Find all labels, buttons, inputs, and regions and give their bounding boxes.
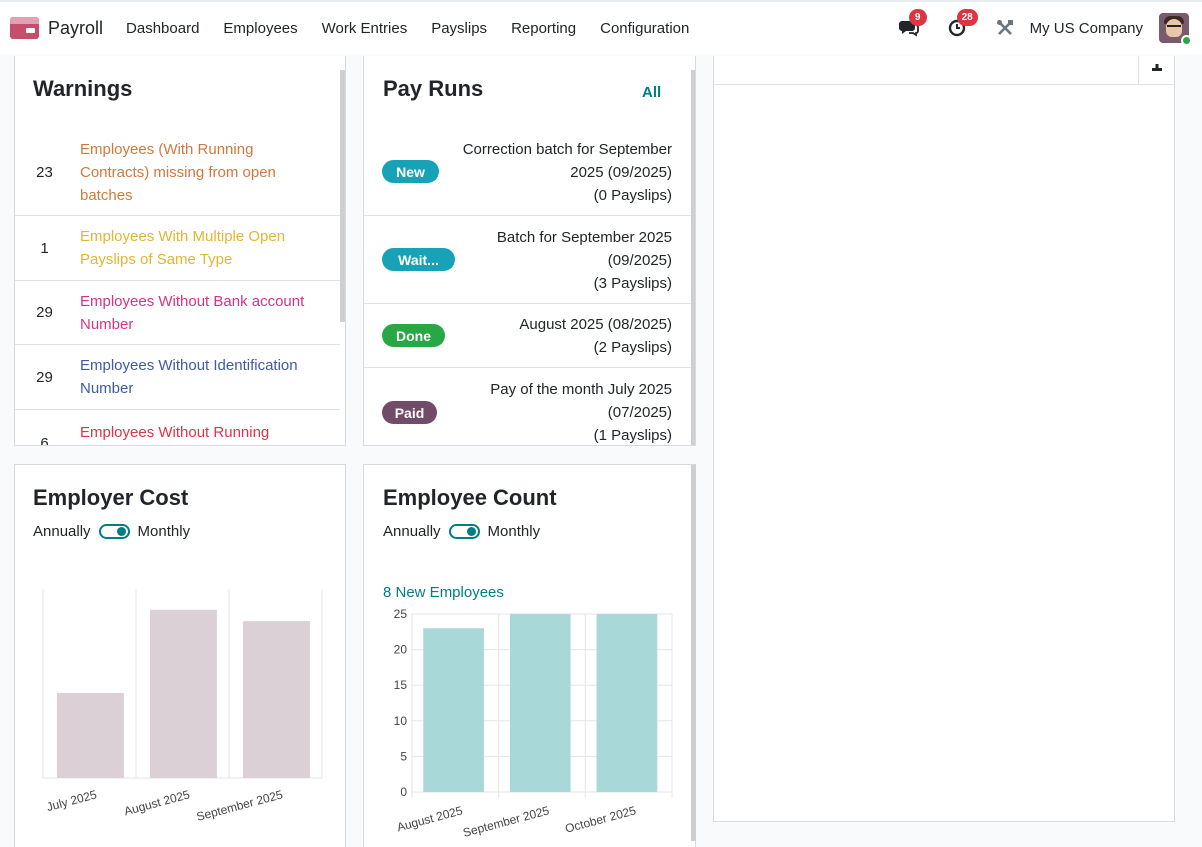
debug-tools[interactable] — [992, 15, 1018, 41]
y-tick-label: 0 — [400, 785, 407, 799]
pay-run-row[interactable]: Done August 2025 (08/2025) (2 Payslips) — [364, 304, 691, 368]
systray: 9 28 My US Company — [896, 2, 1202, 54]
pay-runs-card: Pay Runs All New Correction batch for Se… — [363, 56, 696, 446]
menu-configuration[interactable]: Configuration — [600, 19, 690, 37]
bar — [596, 614, 658, 792]
warning-row[interactable]: 29 Employees Without Identification Numb… — [15, 345, 340, 410]
main-menu: Dashboard Employees Work Entries Payslip… — [114, 20, 701, 37]
employee-count-scrollbar[interactable] — [691, 465, 696, 841]
x-tick-label: August 2025 — [395, 803, 464, 834]
period-switch[interactable] — [448, 524, 480, 539]
plus-icon — [1152, 64, 1162, 71]
pay-run-row[interactable]: New Correction batch for September 2025 … — [364, 130, 691, 216]
toggle-monthly-label[interactable]: Monthly — [487, 523, 541, 540]
bar — [149, 609, 217, 778]
app-title[interactable]: Payroll — [48, 17, 104, 38]
y-tick-label: 10 — [394, 714, 408, 728]
pay-run-status-badge: Paid — [382, 401, 437, 424]
warning-row[interactable]: 6 Employees Without Running — [15, 410, 340, 446]
y-tick-label: 5 — [400, 749, 407, 763]
pay-run-name[interactable]: Correction batch for September 2025 (09/… — [462, 141, 672, 204]
y-tick-label: 25 — [394, 607, 408, 621]
pay-run-name[interactable]: August 2025 (08/2025) (2 Payslips) — [519, 316, 672, 356]
top-navbar: Payroll Dashboard Employees Work Entries… — [0, 0, 1202, 54]
pay-run-row[interactable]: Wait... Batch for September 2025 (09/202… — [364, 216, 691, 304]
x-tick-label: August 2025 — [123, 787, 192, 818]
warning-label[interactable]: Employees Without Running — [80, 424, 270, 441]
menu-payslips[interactable]: Payslips — [431, 19, 488, 37]
side-panel — [713, 56, 1175, 822]
x-tick-label: September 2025 — [195, 787, 285, 824]
warnings-scrollbar[interactable] — [340, 70, 345, 322]
pay-run-status-badge: Done — [382, 324, 445, 347]
period-switch[interactable] — [98, 524, 130, 539]
bar — [423, 628, 484, 792]
x-tick-label: September 2025 — [461, 803, 551, 840]
add-button[interactable] — [1138, 56, 1174, 84]
menu-work-entries[interactable]: Work Entries — [321, 19, 408, 37]
toggle-annually-label[interactable]: Annually — [33, 523, 91, 540]
employer-cost-period-toggle[interactable]: Annually Monthly — [33, 523, 190, 540]
warning-label[interactable]: Employees With Multiple Open Payslips of… — [80, 228, 286, 268]
employer-cost-card: Employer Cost Annually Monthly July 2025… — [14, 464, 346, 847]
employee-count-card: Employee Count Annually Monthly 8 New Em… — [363, 464, 696, 847]
warning-count: 6 — [40, 435, 49, 446]
employee-count-period-toggle[interactable]: Annually Monthly — [383, 523, 540, 540]
pay-runs-title: Pay Runs — [383, 76, 484, 101]
side-panel-header-line — [714, 84, 1174, 85]
y-tick-label: 20 — [394, 643, 408, 657]
toggle-monthly-label[interactable]: Monthly — [137, 523, 191, 540]
warning-count: 29 — [36, 368, 53, 386]
employer-cost-title: Employer Cost — [33, 485, 189, 510]
warnings-title: Warnings — [33, 76, 133, 101]
warning-count: 1 — [40, 239, 49, 257]
employee-count-title: Employee Count — [383, 485, 557, 510]
warning-row[interactable]: 29 Employees Without Bank account Number — [15, 281, 340, 345]
employer-cost-chart: July 2025 August 2025 September 2025 — [42, 589, 323, 824]
new-employees-link[interactable]: 8 New Employees — [383, 584, 504, 601]
pay-run-name[interactable]: Pay of the month July 2025 (07/2025) (1 … — [490, 381, 672, 444]
bar — [242, 621, 310, 778]
pay-run-name[interactable]: Batch for September 2025 (09/2025) (3 Pa… — [496, 229, 672, 292]
activities-systray[interactable]: 28 — [944, 9, 978, 41]
menu-reporting[interactable]: Reporting — [511, 19, 577, 37]
tools-icon — [996, 20, 1013, 35]
pay-runs-all-link[interactable]: All — [642, 84, 662, 101]
company-switcher[interactable]: My US Company — [1029, 19, 1143, 37]
warning-label[interactable]: Employees Without Bank account Number — [80, 292, 305, 333]
y-tick-label: 15 — [394, 678, 408, 692]
bar — [509, 614, 571, 792]
bar — [56, 692, 124, 778]
warning-row[interactable]: 23 Employees (With Running Contracts) mi… — [15, 130, 340, 216]
x-tick-label: July 2025 — [45, 787, 99, 814]
x-tick-label: October 2025 — [564, 803, 638, 835]
warning-row[interactable]: 1 Employees With Multiple Open Payslips … — [15, 216, 340, 281]
pay-run-status-badge: New — [382, 160, 439, 183]
app-brand[interactable]: Payroll — [10, 17, 103, 39]
user-avatar[interactable] — [1159, 13, 1192, 46]
toggle-annually-label[interactable]: Annually — [383, 523, 441, 540]
pay-run-status-badge: Wait... — [382, 248, 455, 271]
warning-label[interactable]: Employees (With Running Contracts) missi… — [80, 141, 276, 204]
warnings-card: Warnings 23 Employees (With Running Cont… — [14, 56, 346, 446]
warning-label[interactable]: Employees Without Identification Number — [80, 357, 298, 397]
clock-icon — [948, 19, 965, 37]
warning-count: 23 — [36, 164, 53, 181]
menu-employees[interactable]: Employees — [223, 19, 298, 37]
pay-runs-scrollbar[interactable] — [691, 70, 695, 445]
messages-badge: 9 — [908, 9, 927, 26]
messages-systray[interactable]: 9 — [896, 9, 927, 41]
online-status-icon — [1181, 35, 1192, 46]
activities-badge: 28 — [956, 9, 978, 26]
pay-run-row[interactable]: Paid Pay of the month July 2025 (07/2025… — [364, 368, 691, 445]
warning-count: 29 — [36, 304, 53, 321]
menu-dashboard[interactable]: Dashboard — [126, 19, 200, 37]
payroll-app-icon — [10, 17, 39, 39]
